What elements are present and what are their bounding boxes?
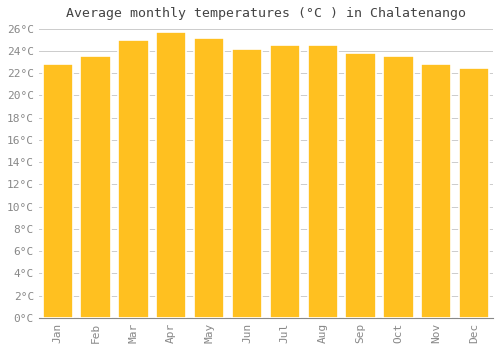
Bar [346,53,376,318]
Bar [80,56,110,318]
Bar [459,68,490,318]
Bar [308,45,338,318]
Bar [384,56,414,318]
Bar [232,49,262,318]
Title: Average monthly temperatures (°C ) in Chalatenango: Average monthly temperatures (°C ) in Ch… [66,7,466,20]
Bar [194,37,224,318]
Bar [42,64,73,318]
Bar [421,64,452,318]
Bar [156,32,186,318]
Bar [118,40,148,318]
Bar [270,45,300,318]
